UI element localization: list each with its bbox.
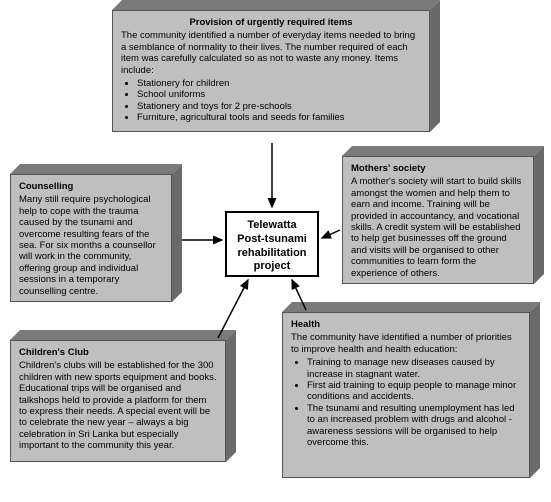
- mothers-body: A mother's society will start to build s…: [351, 176, 521, 278]
- box-health-right: [530, 302, 540, 478]
- box-childrens-right: [226, 330, 236, 462]
- box-mothers-front: Mothers' society A mother's society will…: [342, 156, 534, 284]
- box-mothers-right: [534, 146, 544, 284]
- provision-title: Provision of urgently required items: [121, 17, 421, 28]
- health-bullet: The tsunami and resulting unemployment h…: [307, 403, 521, 449]
- provision-bullet: Stationery for children: [137, 78, 421, 89]
- center-line: project: [231, 260, 313, 274]
- box-health-front: Health The community have identified a n…: [282, 312, 530, 478]
- box-counselling-top: [10, 164, 182, 174]
- counselling-body: Many still require psychological help to…: [19, 194, 156, 296]
- provision-bullets: Stationery for childrenSchool uniformsSt…: [121, 78, 421, 124]
- health-bullets: Training to manage new diseases caused b…: [291, 357, 521, 448]
- box-provision-right: [430, 0, 440, 132]
- counselling-title: Counselling: [19, 181, 163, 192]
- box-counselling-front: Counselling Many still require psycholog…: [10, 174, 172, 302]
- childrens-body: Children's clubs will be established for…: [19, 360, 217, 451]
- arrow: [322, 230, 340, 238]
- center-line: Telewatta: [231, 219, 313, 233]
- childrens-title: Children's Club: [19, 347, 217, 358]
- box-mothers-top: [342, 146, 544, 156]
- box-counselling-right: [172, 164, 182, 302]
- center-box: TelewattaPost-tsunamirehabilitationproje…: [225, 211, 319, 277]
- box-health-top: [282, 302, 540, 312]
- health-body: The community have identified a number o…: [291, 332, 512, 354]
- provision-bullet: Furniture, agricultural tools and seeds …: [137, 112, 421, 123]
- provision-body: The community identified a number of eve…: [121, 30, 415, 75]
- center-line: rehabilitation: [231, 247, 313, 261]
- mothers-title: Mothers' society: [351, 163, 525, 174]
- health-bullet: Training to manage new diseases caused b…: [307, 357, 521, 380]
- box-childrens-front: Children's Club Children's clubs will be…: [10, 340, 226, 462]
- provision-bullet: Stationery and toys for 2 pre-schools: [137, 101, 421, 112]
- box-provision-top: [112, 0, 440, 10]
- center-line: Post-tsunami: [231, 233, 313, 247]
- box-provision-front: Provision of urgently required items The…: [112, 10, 430, 132]
- box-childrens-top: [10, 330, 236, 340]
- health-title: Health: [291, 319, 521, 330]
- health-bullet: First aid training to equip people to ma…: [307, 380, 521, 403]
- provision-bullet: School uniforms: [137, 89, 421, 100]
